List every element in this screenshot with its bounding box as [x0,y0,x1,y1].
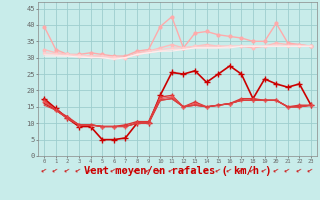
X-axis label: Vent moyen/en rafales ( km/h ): Vent moyen/en rafales ( km/h ) [84,166,271,176]
Text: ←: ← [191,167,199,176]
Text: ←: ← [284,167,292,176]
Text: ←: ← [168,167,176,176]
Text: ←: ← [98,167,106,176]
Text: ←: ← [307,167,315,176]
Text: ←: ← [156,167,164,176]
Text: ←: ← [203,167,211,176]
Text: ←: ← [226,167,234,176]
Text: ←: ← [86,167,95,176]
Text: ←: ← [272,167,280,176]
Text: ←: ← [179,167,188,176]
Text: ←: ← [52,167,60,176]
Text: ←: ← [63,167,71,176]
Text: ←: ← [40,167,48,176]
Text: ←: ← [214,167,222,176]
Text: ←: ← [110,167,118,176]
Text: ←: ← [295,167,303,176]
Text: ←: ← [133,167,141,176]
Text: ←: ← [145,167,153,176]
Text: ←: ← [121,167,130,176]
Text: ←: ← [260,167,269,176]
Text: ←: ← [237,167,245,176]
Text: ←: ← [75,167,83,176]
Text: ←: ← [249,167,257,176]
